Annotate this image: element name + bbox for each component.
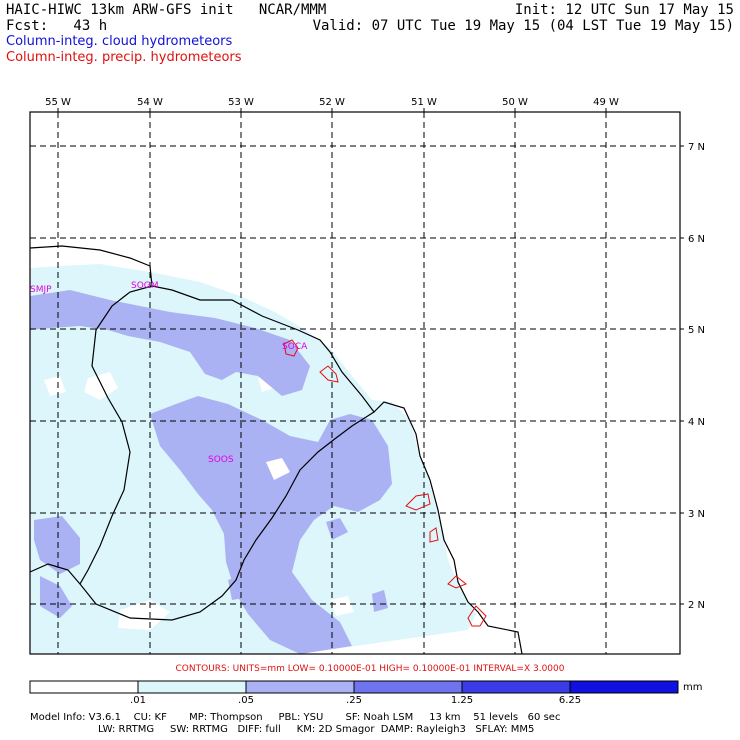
lon-label: 54 W [137,97,163,108]
precip-field-label: Column-integ. precip. hydrometeors [6,50,242,65]
station-label: SOCA [282,342,308,352]
lat-label: 3 N [688,509,705,520]
cloud-field-label: Column-integ. cloud hydrometeors [6,34,233,49]
lat-label: 2 N [688,600,705,611]
model-info-line-2: LW: RRTMG SW: RRTMG DIFF: full KM: 2D Sm… [98,724,535,735]
station-label: SOGM [131,281,159,291]
valid-time: Valid: 07 UTC Tue 19 May 15 (04 LST Tue … [312,18,734,34]
precip-contours [283,339,487,627]
station-label: SMJP [30,285,52,295]
colorbar [29,680,679,694]
map-frame [29,111,681,655]
shaded-field [30,264,476,654]
lon-label: 51 W [411,97,437,108]
colorbar-tick: 6.25 [558,695,582,706]
colorbar-tick: .05 [238,695,254,706]
lon-label: 53 W [228,97,254,108]
plot-title: HAIC-HIWC 13km ARW-GFS init NCAR/MMM [6,2,327,18]
model-info-line-1: Model Info: V3.6.1 CU: KF MP: Thompson P… [30,712,561,723]
lon-label: 52 W [319,97,345,108]
lat-label: 4 N [688,417,705,428]
cloud-medium-area [30,290,310,396]
graticule [30,112,680,654]
coastline-borders [30,245,523,654]
colorbar-tick: 1.25 [450,695,474,706]
init-time: Init: 12 UTC Sun 17 May 15 [514,2,734,18]
lon-label: 49 W [593,97,619,108]
lon-label: 50 W [502,97,528,108]
lat-label: 7 N [688,142,705,153]
forecast-hour: Fcst: 43 h [6,18,108,34]
lat-label: 5 N [688,325,705,336]
colorbar-tick: .25 [346,695,362,706]
station-label: SOOS [208,455,234,465]
colorbar-tick: .01 [130,695,146,706]
contours-info: CONTOURS: UNITS=mm LOW= 0.10000E-01 HIGH… [175,664,565,674]
lon-label: 55 W [45,97,71,108]
axis-ticks [57,108,684,605]
lat-label: 6 N [688,234,705,245]
colorbar-unit: mm [683,682,703,693]
